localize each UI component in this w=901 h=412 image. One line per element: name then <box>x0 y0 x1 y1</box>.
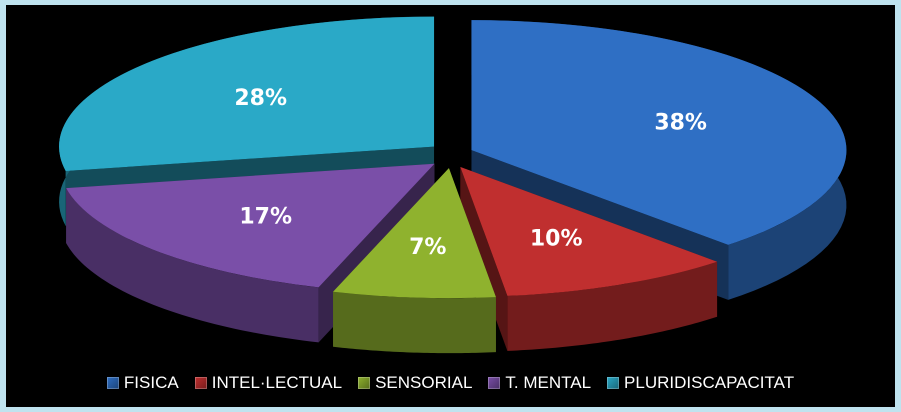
legend-item-t-mental: T. MENTAL <box>488 373 591 393</box>
data-label-fisica: 38% <box>654 110 707 135</box>
legend-label-pluridiscapacitat: PLURIDISCAPACITAT <box>624 373 795 392</box>
legend-label-intel-lectual: INTEL·LECTUAL <box>211 373 343 392</box>
slice-fisica <box>471 20 847 245</box>
legend-item-sensorial: SENSORIAL <box>358 373 472 393</box>
legend-swatch-intel-lectual <box>194 377 207 389</box>
pie-chart: 28% 38% 17% 10% 7% <box>59 16 847 354</box>
data-label-t-mental: 17% <box>239 204 292 229</box>
plot-area: 28% 38% 17% 10% 7% FISICA INTEL·LECTUAL SENSOR… <box>6 5 895 407</box>
legend-label-fisica: FISICA <box>123 373 179 392</box>
pie-data-labels: 28% 38% 17% 10% 7% <box>234 86 707 260</box>
slice-intel-lectual <box>460 166 718 296</box>
data-label-sensorial: 7% <box>409 235 446 260</box>
legend-swatch-fisica <box>106 377 119 389</box>
slice-t-mental <box>66 163 435 288</box>
legend-swatch-t-mental <box>488 377 501 389</box>
slice-sensorial <box>333 168 496 299</box>
legend-label-sensorial: SENSORIAL <box>375 373 473 392</box>
legend-item-pluridiscapacitat: PLURIDISCAPACITAT <box>607 373 794 393</box>
slice-side-sensorial <box>333 291 496 354</box>
pie-tops <box>59 16 847 299</box>
slice-side-t-mental <box>66 188 319 343</box>
legend-swatch-pluridiscapacitat <box>607 377 620 389</box>
slice-pluridiscapacitat <box>59 16 435 171</box>
legend-item-fisica: FISICA <box>106 373 179 393</box>
data-label-pluridiscapacitat: 28% <box>234 86 287 111</box>
legend: FISICA INTEL·LECTUAL SENSORIAL T. MENTAL PLU… <box>6 373 895 393</box>
slice-side-intel-lectual <box>507 261 718 351</box>
data-label-intel-lectual: 10% <box>530 227 583 252</box>
legend-item-intel-lectual: INTEL·LECTUAL <box>194 373 343 393</box>
legend-swatch-sensorial <box>358 377 371 389</box>
legend-label-t-mental: T. MENTAL <box>505 373 592 392</box>
